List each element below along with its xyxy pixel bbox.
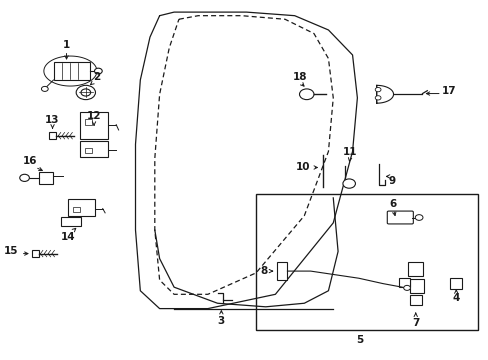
Bar bbox=[85, 148, 92, 153]
Text: 3: 3 bbox=[217, 316, 224, 327]
Bar bbox=[80, 112, 108, 139]
Circle shape bbox=[81, 89, 90, 96]
Bar bbox=[409, 295, 422, 305]
Circle shape bbox=[94, 68, 102, 74]
Text: 8: 8 bbox=[260, 266, 266, 276]
Text: 5: 5 bbox=[355, 336, 363, 345]
Text: 6: 6 bbox=[389, 199, 396, 208]
Bar bbox=[85, 119, 92, 125]
Circle shape bbox=[20, 174, 29, 181]
Circle shape bbox=[76, 85, 95, 100]
Circle shape bbox=[374, 96, 380, 100]
Bar bbox=[53, 62, 89, 80]
Text: 12: 12 bbox=[86, 111, 101, 121]
Text: 11: 11 bbox=[342, 147, 357, 157]
Bar bbox=[61, 217, 81, 226]
Text: 2: 2 bbox=[93, 72, 100, 82]
Text: 10: 10 bbox=[295, 162, 309, 172]
Text: 14: 14 bbox=[61, 232, 75, 242]
Bar bbox=[399, 278, 409, 287]
Bar bbox=[256, 194, 477, 330]
Circle shape bbox=[374, 87, 380, 92]
Text: 1: 1 bbox=[63, 40, 70, 50]
Text: 18: 18 bbox=[293, 72, 307, 82]
Bar bbox=[68, 199, 94, 216]
Circle shape bbox=[403, 285, 409, 291]
Bar bbox=[32, 250, 39, 257]
Bar bbox=[73, 207, 80, 212]
Bar bbox=[276, 262, 287, 280]
Text: 4: 4 bbox=[452, 293, 459, 302]
Bar bbox=[449, 278, 461, 289]
Circle shape bbox=[342, 179, 355, 188]
Bar bbox=[39, 172, 52, 184]
Text: 7: 7 bbox=[411, 318, 419, 328]
Polygon shape bbox=[376, 85, 393, 103]
Text: 16: 16 bbox=[23, 157, 38, 166]
Bar bbox=[409, 279, 423, 293]
Circle shape bbox=[299, 89, 313, 100]
Text: 9: 9 bbox=[388, 176, 395, 186]
Text: 13: 13 bbox=[45, 114, 60, 125]
Text: 15: 15 bbox=[4, 247, 19, 256]
Circle shape bbox=[41, 86, 48, 91]
FancyBboxPatch shape bbox=[386, 211, 412, 224]
Text: 17: 17 bbox=[441, 86, 455, 96]
Bar bbox=[49, 132, 56, 139]
Circle shape bbox=[414, 215, 422, 220]
Bar bbox=[80, 141, 108, 157]
Bar bbox=[407, 262, 423, 276]
